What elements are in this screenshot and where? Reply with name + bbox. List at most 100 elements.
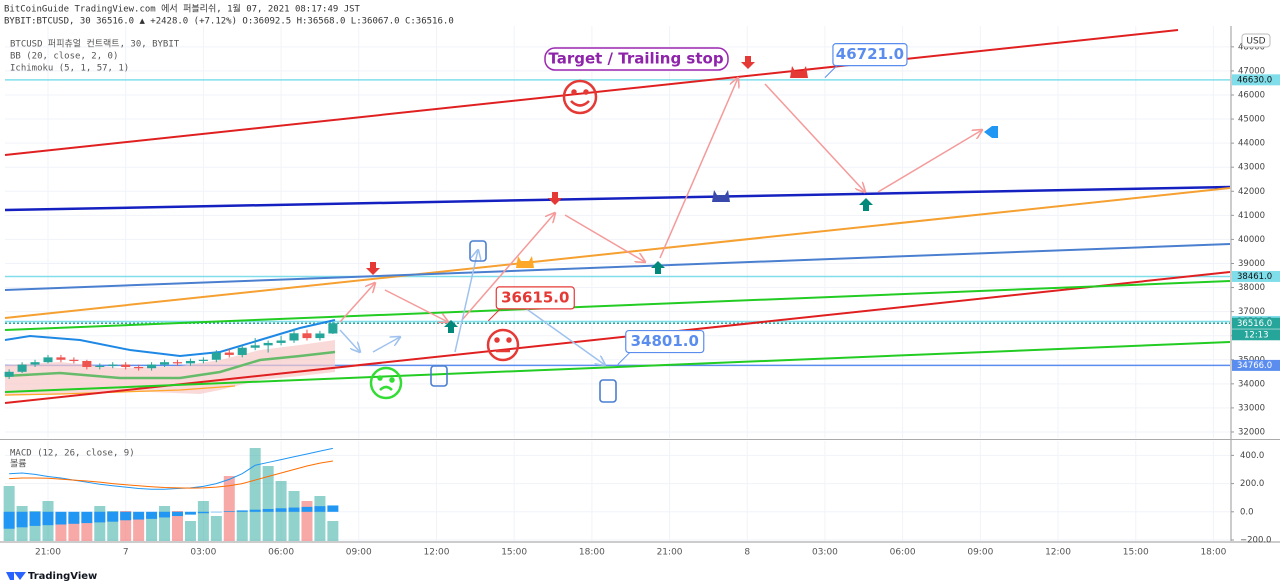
x-tick-label: 8	[744, 548, 750, 558]
path-arrow	[461, 213, 555, 321]
volume-bar	[120, 511, 132, 541]
y-tick-label: −200.0	[1240, 536, 1271, 546]
ichimoku-line	[4, 385, 236, 396]
candle-body	[315, 333, 325, 339]
currency-box	[1241, 33, 1271, 48]
y-tick-label: 40000	[1238, 235, 1265, 245]
callout-box	[495, 286, 575, 310]
path-arrow	[384, 289, 448, 322]
price-level-tag	[1232, 270, 1280, 282]
histogram-bar	[94, 511, 106, 523]
price-level-label: 38461.0	[1237, 272, 1272, 282]
histogram-bar	[107, 511, 119, 522]
path-arrow	[339, 329, 360, 352]
legend-indicator: Ichimoku (5, 1, 57, 1)	[10, 64, 129, 74]
note-text: Target / Trailing stop	[548, 50, 723, 68]
histogram-bar	[29, 511, 41, 526]
x-tick-label: 7	[123, 548, 129, 558]
path-arrow	[564, 214, 645, 262]
price-level-label: 34766.0	[1237, 361, 1272, 371]
candle-body	[237, 347, 247, 355]
candle-body	[263, 342, 273, 346]
candle-body	[160, 362, 170, 365]
histogram-bar	[184, 511, 196, 515]
volume-bar	[29, 511, 41, 541]
x-tick-label: 21:00	[35, 548, 61, 558]
hand-icons	[430, 240, 617, 403]
y-tick-label: 37000	[1238, 307, 1265, 317]
volume-bar	[197, 501, 209, 541]
callout-pointer	[487, 308, 501, 322]
candle-body	[185, 360, 195, 364]
y-tick-label: 38000	[1238, 283, 1265, 293]
y-tick-label: 32000	[1238, 427, 1265, 437]
x-tick-label: 12:00	[424, 548, 450, 558]
callout-label: 34801.0	[631, 332, 699, 350]
legend-title: BTCUSD 퍼피츄얼 컨트랙트, 30, BYBIT	[10, 39, 180, 50]
x-tick-label: 18:00	[579, 548, 605, 558]
candle-body	[250, 345, 260, 348]
candle-body	[328, 323, 338, 334]
path-arrow	[372, 337, 400, 353]
macd-line	[9, 447, 333, 490]
down-markers	[366, 56, 755, 275]
price-level-tag	[1232, 317, 1280, 329]
callout-pointer	[824, 65, 838, 78]
histogram-bar	[16, 511, 28, 528]
candle-body	[276, 340, 286, 343]
histogram-bar	[42, 511, 54, 526]
emoji-green	[369, 366, 403, 400]
histogram-bar	[236, 510, 248, 512]
candle-body	[289, 333, 299, 341]
price-level-label: 46630.0	[1237, 75, 1272, 85]
volume-bar	[262, 466, 274, 541]
price-level-tag	[1232, 359, 1280, 371]
trend-line	[4, 187, 1231, 319]
volume-bar	[159, 506, 171, 541]
path-arrow	[339, 283, 375, 323]
drawings	[4, 29, 1231, 404]
bb-upper	[4, 319, 336, 358]
currency: USD	[1246, 37, 1265, 47]
volume-bar	[210, 516, 222, 541]
path-arrow	[764, 83, 865, 192]
volume-bar	[236, 511, 248, 541]
volume-bar	[223, 476, 235, 541]
histogram-bar	[249, 509, 261, 512]
volume-bar	[81, 521, 93, 541]
x-tick-label: 03:00	[812, 548, 838, 558]
y-tick-label: 39000	[1238, 259, 1265, 269]
left-marker	[984, 126, 998, 138]
volume-legend: 볼륨	[10, 459, 27, 470]
volume-bar	[133, 516, 145, 541]
callout-pointer	[617, 352, 631, 365]
path-arrow	[877, 130, 982, 193]
histogram-bar	[171, 511, 183, 517]
histogram-bar	[68, 511, 80, 524]
y-tick-label: 200.0	[1240, 479, 1264, 489]
histogram-bar	[120, 511, 132, 521]
histogram-bar	[301, 506, 313, 512]
candle-body	[17, 364, 27, 372]
histogram-bar	[210, 511, 222, 513]
y-tick-label: 43000	[1238, 163, 1265, 173]
countdown: 12:13	[1244, 330, 1269, 340]
candle-body	[147, 364, 157, 369]
bb-basis	[4, 350, 336, 380]
candle-body	[172, 362, 183, 364]
cat-icons	[516, 66, 808, 268]
y-tick-label: 41000	[1238, 211, 1265, 221]
volume-bar	[288, 491, 300, 541]
candle-body	[121, 364, 131, 367]
histogram-bar	[327, 505, 339, 512]
logo	[6, 572, 26, 580]
x-tick-label: 18:00	[1200, 548, 1226, 558]
candle-body	[4, 371, 14, 377]
candle-body	[43, 357, 53, 363]
trend-line	[4, 271, 1231, 404]
histogram-bar	[275, 508, 287, 512]
callout-box	[625, 329, 705, 354]
note-box	[544, 47, 729, 71]
y-tick-label: 47000	[1238, 66, 1265, 76]
